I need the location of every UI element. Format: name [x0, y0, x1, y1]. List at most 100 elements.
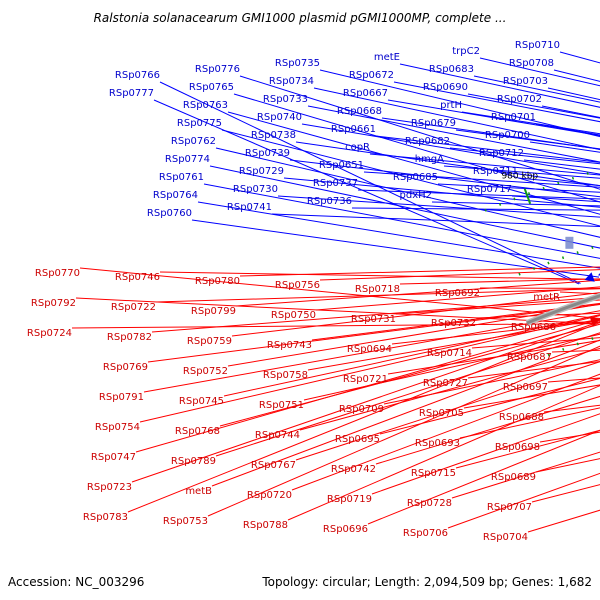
- label-leader-line: [375, 135, 600, 163]
- forward-gene-label: RSp0777: [109, 88, 154, 99]
- label-leader-line: [399, 278, 600, 285]
- scale-ticks: 820 kbp840 kbp860 kbp880 kbp900 kbp920 k…: [501, 172, 538, 205]
- label-leader-line: [431, 201, 600, 207]
- label-leader-line: [301, 123, 600, 175]
- label-leader-line: [207, 345, 600, 517]
- reverse-gene-label: RSp0721: [343, 374, 388, 385]
- reverse-gene-label: RSp0731: [351, 314, 396, 325]
- label-leader-line: [307, 105, 600, 163]
- forward-gene-label: RSp0672: [349, 70, 394, 81]
- forward-gene-label: RSp0717: [467, 184, 512, 195]
- reverse-gene-label: RSp0791: [99, 392, 144, 403]
- forward-gene-label: RSp0737: [313, 178, 358, 189]
- label-leader-line: [235, 279, 600, 307]
- forward-gene-label: RSp0729: [239, 166, 284, 177]
- reverse-gene-label: RSp0745: [179, 396, 224, 407]
- label-leader-line: [461, 111, 600, 135]
- label-leader-line: [215, 332, 600, 457]
- leader-lines: [71, 51, 600, 533]
- forward-gene-label: RSp0661: [331, 124, 376, 135]
- label-leader-line: [467, 93, 600, 119]
- reverse-gene-label: RSp0767: [251, 460, 296, 471]
- forward-gene-label: RSp0761: [159, 172, 204, 183]
- forward-gene-label: RSp0736: [307, 196, 352, 207]
- reverse-gene-label: RSp0753: [163, 516, 208, 527]
- reverse-gene-label: RSp0768: [175, 426, 220, 437]
- reverse-gene-label: RSp0789: [171, 456, 216, 467]
- scale-tick-mark: [523, 188, 532, 205]
- forward-gene-label: hmgA: [415, 154, 444, 165]
- forward-gene-label: RSp0762: [171, 136, 216, 147]
- forward-gene-label: RSp0735: [275, 58, 320, 69]
- reverse-gene-label: RSp0799: [191, 306, 236, 317]
- label-leader-line: [287, 385, 600, 521]
- label-leader-line: [79, 267, 600, 320]
- forward-gene-label: RSp0685: [393, 172, 438, 183]
- reverse-gene-label: RSp0780: [195, 276, 240, 287]
- topology-summary: Topology: circular; Length: 2,094,509 bp…: [261, 575, 592, 589]
- reverse-gene-label: metB: [185, 486, 212, 497]
- forward-gene-label: RSp0708: [509, 58, 554, 69]
- reverse-gene-label: RSp0719: [327, 494, 372, 505]
- label-leader-line: [159, 271, 600, 280]
- gene-features: [565, 236, 600, 327]
- label-leader-line: [451, 451, 600, 499]
- label-leader-line: [449, 147, 600, 165]
- reverse-gene-label: RSp0687: [507, 352, 552, 363]
- reverse-gene-label: RSp0751: [259, 400, 304, 411]
- label-leader-line: [231, 292, 600, 337]
- label-leader-line: [455, 429, 600, 469]
- forward-gene-label: RSp0668: [337, 106, 382, 117]
- forward-gene-label: RSp0701: [491, 112, 536, 123]
- label-leader-line: [223, 314, 600, 397]
- label-leader-line: [227, 111, 600, 215]
- forward-gene-label: RSp0764: [153, 190, 198, 201]
- reverse-gene-label: metR: [533, 292, 560, 303]
- label-leader-line: [399, 63, 600, 108]
- reverse-gene-label: RSp0732: [431, 318, 476, 329]
- reverse-gene-label: RSp0758: [263, 370, 308, 381]
- forward-gene-label: RSp0667: [343, 88, 388, 99]
- forward-gene-label: RSp0710: [515, 40, 560, 51]
- label-leader-line: [215, 147, 600, 238]
- reverse-gene-label: RSp0770: [35, 268, 80, 279]
- label-leader-line: [379, 377, 600, 435]
- reverse-gene-label: RSp0724: [27, 328, 72, 339]
- forward-gene-label: RSp0679: [411, 118, 456, 129]
- label-leader-line: [443, 165, 600, 179]
- label-leader-line: [239, 266, 600, 277]
- reverse-gene-label: RSp0746: [115, 272, 160, 283]
- reverse-gene-label: RSp0720: [247, 490, 292, 501]
- label-leader-line: [277, 195, 600, 218]
- reverse-gene-label: RSp0744: [255, 430, 300, 441]
- reverse-gene-label: RSp0694: [347, 344, 392, 355]
- label-leader-line: [153, 99, 580, 285]
- forward-gene-label: RSp0700: [485, 130, 530, 141]
- label-leader-line: [191, 219, 600, 278]
- label-leader-line: [283, 177, 600, 208]
- forward-gene-label: RSp0774: [165, 154, 210, 165]
- forward-gene-label: copR: [345, 142, 370, 153]
- label-leader-line: [463, 384, 600, 409]
- label-leader-line: [135, 318, 600, 453]
- label-leader-line: [147, 304, 600, 363]
- reverse-gene-label: RSp0747: [91, 452, 136, 463]
- reverse-gene-label: RSp0769: [103, 362, 148, 373]
- forward-gene-label: metE: [374, 52, 400, 63]
- label-leader-line: [233, 93, 600, 203]
- reverse-gene-label: RSp0728: [407, 498, 452, 509]
- reverse-gene-label: RSp0742: [331, 464, 376, 475]
- label-leader-line: [391, 320, 600, 345]
- forward-gene-label: RSp0776: [195, 64, 240, 75]
- label-leader-line: [295, 141, 600, 187]
- forward-gene-label: RSp0763: [183, 100, 228, 111]
- label-leader-line: [151, 296, 600, 333]
- forward-gene-label: RSp0760: [147, 208, 192, 219]
- reverse-gene-label: RSp0706: [403, 528, 448, 539]
- forward-gene-label: RSp0712: [479, 148, 524, 159]
- reverse-gene-label: RSp0705: [419, 408, 464, 419]
- reverse-gene-label: RSp0783: [83, 512, 128, 523]
- reverse-gene-label: RSp0723: [87, 482, 132, 493]
- reverse-gene-label: RSp0743: [267, 340, 312, 351]
